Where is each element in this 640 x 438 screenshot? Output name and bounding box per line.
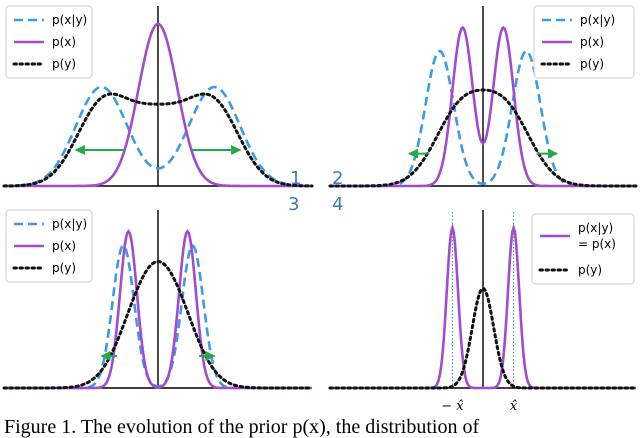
figure-caption: Figure 1. The evolution of the prior p(x… xyxy=(4,416,480,438)
legend-label: p(y) xyxy=(52,57,76,71)
legend-label: p(y) xyxy=(578,263,602,277)
panel-3: p(x|y) p(x) p(y) 3 xyxy=(2,194,314,390)
legend-label: p(y) xyxy=(52,261,76,275)
legend-label: p(x|y) xyxy=(580,13,615,27)
legend: p(x|y) p(x) p(y) xyxy=(533,5,635,79)
panel-number: 1 xyxy=(290,168,301,189)
series-line-p-y- xyxy=(2,260,314,390)
legend-box xyxy=(5,5,93,79)
legend-label: p(x|y) xyxy=(52,217,87,231)
legend-label: = p(x) xyxy=(578,237,616,251)
panel-number: 4 xyxy=(332,194,343,215)
legend-label: p(x|y) xyxy=(52,13,87,27)
legend-box xyxy=(5,209,93,283)
panel-number: 2 xyxy=(332,168,343,189)
panel-4: − x̂ x̂ p(x|y) = p(x) p(y) 4 xyxy=(328,194,638,414)
panel-number: 3 xyxy=(288,194,299,215)
legend: p(x|y) = p(x) p(y) xyxy=(531,213,635,285)
panel-2: p(x|y) p(x) p(y) 2 xyxy=(328,5,638,189)
panel-1: p(x|y) p(x) p(y) 1 xyxy=(2,5,314,189)
series-line-p-y- xyxy=(2,92,314,188)
legend: p(x|y) p(x) p(y) xyxy=(5,5,93,79)
legend-box xyxy=(533,5,635,79)
series-line-p-y- xyxy=(328,88,638,188)
series-line-p-x- xyxy=(4,22,312,188)
tick-label: x̂ xyxy=(510,399,518,414)
legend: p(x|y) p(x) p(y) xyxy=(5,209,93,283)
legend-label: p(x|y) xyxy=(578,221,613,235)
series-line-p-y- xyxy=(328,286,638,390)
legend-box xyxy=(531,213,635,285)
legend-label: p(x) xyxy=(580,35,604,49)
series-line-p-x-y- xyxy=(3,85,313,188)
legend-label: p(x) xyxy=(52,239,76,253)
legend-label: p(y) xyxy=(580,57,604,71)
legend-label: p(x) xyxy=(52,35,76,49)
tick-label: − x̂ xyxy=(441,399,464,414)
